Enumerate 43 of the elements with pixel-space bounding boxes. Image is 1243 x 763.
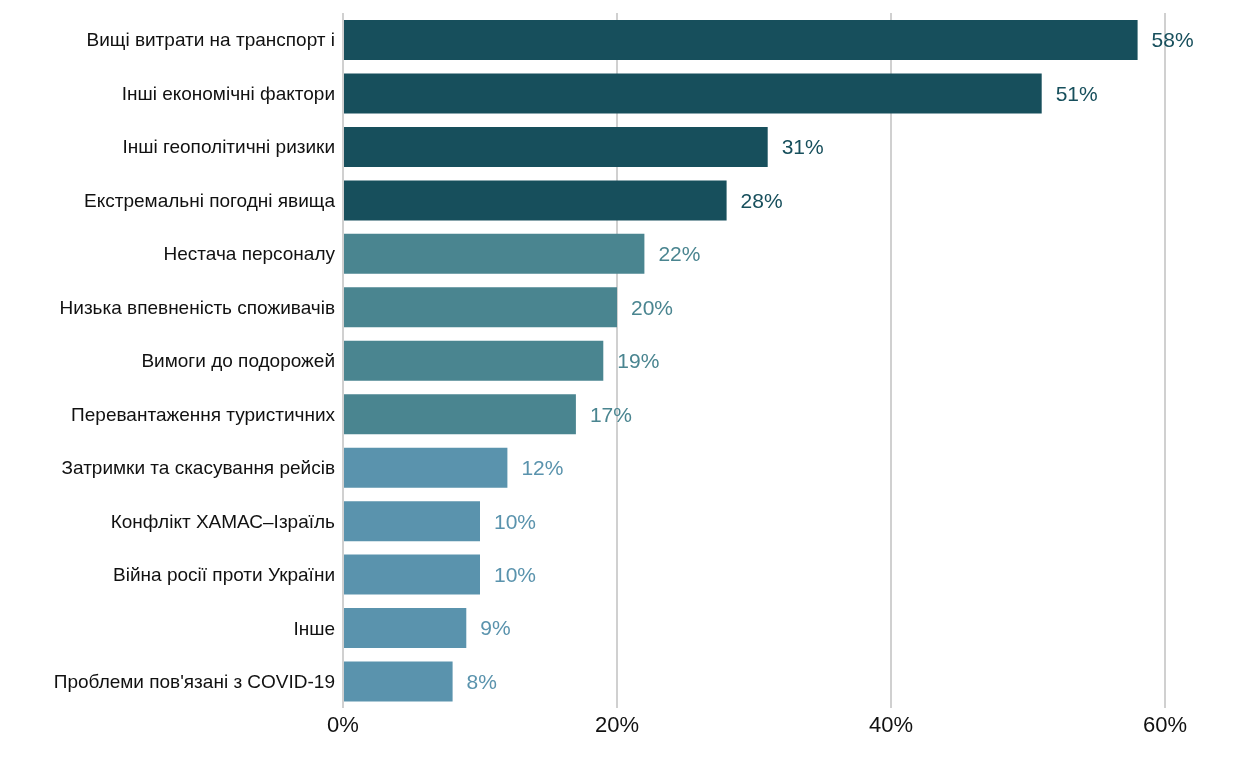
bar <box>343 608 467 649</box>
bar <box>343 20 1138 60</box>
bar <box>343 661 453 702</box>
data-label: 12% <box>521 456 564 480</box>
x-tick-label: 20% <box>594 711 640 737</box>
y-tick-label: Війна росії проти України <box>113 564 335 586</box>
bar <box>343 554 480 595</box>
y-tick-label: Затримки та скасування рейсів <box>61 457 335 479</box>
y-tick-label: Інші економічні фактори <box>121 82 335 104</box>
y-tick-label: Інше <box>293 617 335 639</box>
data-label: 58% <box>1151 28 1194 52</box>
bar <box>343 233 645 274</box>
data-label: 31% <box>781 135 824 159</box>
y-tick-label: Проблеми пов'язані з COVID-19 <box>53 671 335 693</box>
x-tick-label: 60% <box>1142 711 1188 737</box>
data-label: 28% <box>740 188 783 212</box>
bar <box>343 447 508 488</box>
bar <box>343 394 576 435</box>
data-label: 51% <box>1055 81 1098 105</box>
data-label: 10% <box>494 509 537 533</box>
bar <box>343 180 727 221</box>
bar <box>343 340 604 381</box>
bar <box>343 287 617 328</box>
y-tick-label: Низька впевненість споживачів <box>59 296 335 318</box>
data-label: 20% <box>631 295 674 319</box>
data-label: 10% <box>494 562 537 586</box>
data-label: 22% <box>658 242 701 266</box>
y-tick-label: Конфлікт ХАМАС–Ізраїль <box>110 510 336 532</box>
y-tick-label: Вищі витрати на транспорт і <box>86 29 335 51</box>
bar <box>343 73 1042 114</box>
y-tick-label: Нестача персоналу <box>163 243 336 265</box>
data-label: 19% <box>617 349 660 373</box>
x-tick-label: 0% <box>327 711 359 737</box>
x-tick-label: 40% <box>868 711 914 737</box>
y-tick-label: Інші геополітичні ризики <box>122 136 335 158</box>
data-label: 17% <box>589 402 632 426</box>
y-tick-label: Перевантаження туристичних <box>71 403 336 425</box>
bar <box>343 501 480 542</box>
data-label: 8% <box>466 669 497 693</box>
bar <box>343 126 768 167</box>
y-tick-label: Вимоги до подорожей <box>141 350 335 372</box>
y-tick-label: Екстремальні погодні явища <box>84 189 336 211</box>
data-label: 9% <box>480 616 511 640</box>
